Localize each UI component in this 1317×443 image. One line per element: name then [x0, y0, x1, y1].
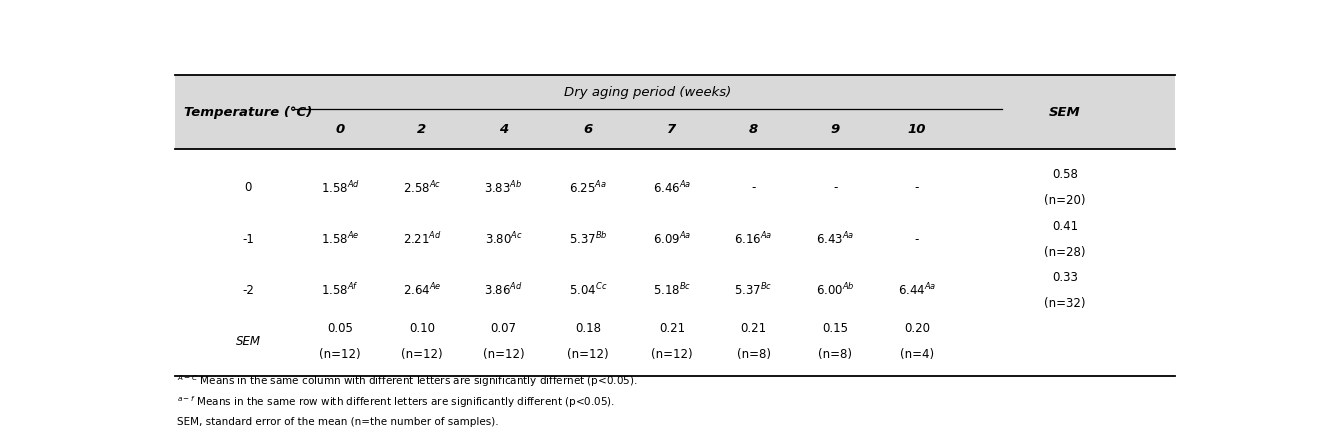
Text: 0: 0 [336, 123, 345, 136]
Text: 5.37$^{Bb}$: 5.37$^{Bb}$ [569, 231, 607, 247]
Text: 0.15: 0.15 [822, 322, 848, 335]
Text: 3.83$^{Ab}$: 3.83$^{Ab}$ [485, 180, 523, 196]
Text: 3.80$^{Ac}$: 3.80$^{Ac}$ [485, 231, 523, 247]
Text: SEM, standard error of the mean (n=the number of samples).: SEM, standard error of the mean (n=the n… [176, 417, 499, 427]
Text: (n=12): (n=12) [651, 348, 693, 361]
Text: 1.58$^{Af}$: 1.58$^{Af}$ [321, 282, 360, 298]
Text: 0.21: 0.21 [740, 322, 766, 335]
Text: $^{a-f}$ Means in the same row with different letters are significantly differen: $^{a-f}$ Means in the same row with diff… [176, 394, 615, 410]
Text: 5.18$^{Bc}$: 5.18$^{Bc}$ [653, 282, 691, 299]
Text: SEM: SEM [236, 335, 261, 348]
Text: 2: 2 [417, 123, 427, 136]
Text: 2.21$^{Ad}$: 2.21$^{Ad}$ [403, 231, 441, 247]
Text: 2.58$^{Ac}$: 2.58$^{Ac}$ [403, 179, 441, 196]
Text: $^{A-C}$ Means in the same column with different letters are significantly diffe: $^{A-C}$ Means in the same column with d… [176, 373, 637, 389]
Text: 6.44$^{Aa}$: 6.44$^{Aa}$ [898, 282, 936, 299]
Text: -: - [915, 181, 919, 194]
Text: (n=12): (n=12) [568, 348, 608, 361]
Text: 0.20: 0.20 [903, 322, 930, 335]
Text: 6.09$^{Aa}$: 6.09$^{Aa}$ [653, 231, 691, 247]
Text: 9: 9 [831, 123, 840, 136]
Text: (n=8): (n=8) [736, 348, 770, 361]
Text: 0: 0 [245, 181, 252, 194]
Text: 6.46$^{Aa}$: 6.46$^{Aa}$ [653, 179, 691, 196]
Text: 1.58$^{Ad}$: 1.58$^{Ad}$ [320, 180, 360, 196]
Text: 4: 4 [499, 123, 508, 136]
Text: 0.10: 0.10 [408, 322, 435, 335]
Text: 5.04$^{Cc}$: 5.04$^{Cc}$ [569, 282, 607, 299]
Text: (n=32): (n=32) [1044, 297, 1085, 310]
Text: 6.25$^{Aa}$: 6.25$^{Aa}$ [569, 179, 607, 196]
Text: 5.37$^{Bc}$: 5.37$^{Bc}$ [735, 282, 773, 299]
Text: 0.07: 0.07 [490, 322, 516, 335]
Text: 8: 8 [749, 123, 759, 136]
Text: Dry aging period (weeks): Dry aging period (weeks) [564, 86, 731, 99]
Text: SEM: SEM [1050, 105, 1081, 118]
Text: 6.43$^{Aa}$: 6.43$^{Aa}$ [817, 231, 855, 247]
Text: 2.64$^{Ae}$: 2.64$^{Ae}$ [403, 282, 441, 299]
Text: 3.86$^{Ad}$: 3.86$^{Ad}$ [485, 282, 523, 298]
Text: (n=12): (n=12) [482, 348, 524, 361]
Text: 7: 7 [668, 123, 677, 136]
Text: 0.21: 0.21 [658, 322, 685, 335]
Text: 0.18: 0.18 [576, 322, 601, 335]
Text: (n=20): (n=20) [1044, 194, 1085, 207]
Text: (n=28): (n=28) [1044, 245, 1085, 259]
Text: -1: -1 [242, 233, 254, 245]
Text: 10: 10 [907, 123, 926, 136]
Text: 0.05: 0.05 [327, 322, 353, 335]
Text: Temperature (°C): Temperature (°C) [184, 105, 312, 118]
Text: -: - [752, 181, 756, 194]
Text: 6.16$^{Aa}$: 6.16$^{Aa}$ [735, 231, 773, 247]
Text: 0.58: 0.58 [1052, 168, 1077, 182]
Text: -: - [915, 233, 919, 245]
Text: 1.58$^{Ae}$: 1.58$^{Ae}$ [321, 231, 360, 247]
Text: 6.00$^{Ab}$: 6.00$^{Ab}$ [815, 282, 855, 298]
Text: (n=4): (n=4) [900, 348, 934, 361]
Text: 0.41: 0.41 [1052, 220, 1077, 233]
Text: (n=12): (n=12) [400, 348, 443, 361]
Text: -: - [834, 181, 838, 194]
Text: 0.33: 0.33 [1052, 271, 1077, 284]
Text: (n=12): (n=12) [319, 348, 361, 361]
Text: (n=8): (n=8) [818, 348, 852, 361]
Text: 6: 6 [583, 123, 593, 136]
Text: -2: -2 [242, 284, 254, 297]
